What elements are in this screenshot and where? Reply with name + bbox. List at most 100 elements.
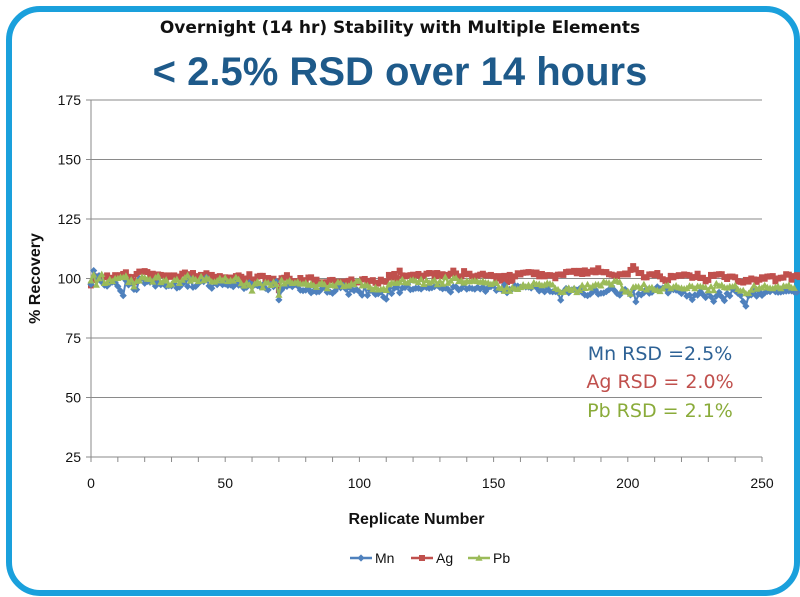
data-point-pb — [229, 277, 237, 284]
data-point-ag — [665, 277, 672, 284]
data-point-pb — [439, 280, 447, 287]
y-axis-label: % Recovery — [27, 233, 44, 324]
data-point-mn — [345, 290, 353, 299]
data-point-mn — [347, 285, 355, 293]
data-point-mn — [226, 281, 235, 289]
data-point-mn — [718, 293, 726, 301]
data-point-ag — [144, 269, 151, 276]
data-point-ag — [624, 271, 631, 278]
data-point-mn — [723, 289, 731, 298]
data-point-mn — [264, 286, 272, 294]
legend-item-ag: Ag — [411, 550, 453, 566]
data-point-mn — [119, 292, 127, 300]
data-point-ag — [788, 276, 795, 283]
data-point-pb — [583, 280, 592, 288]
legend: Mn Ag Pb — [350, 550, 510, 566]
data-point-ag — [576, 267, 583, 274]
data-point-mn — [382, 295, 390, 303]
data-point-mn — [715, 288, 723, 296]
data-point-ag — [595, 265, 602, 272]
data-point-pb — [350, 280, 358, 288]
data-point-mn — [632, 298, 640, 306]
data-point-ag — [654, 270, 661, 277]
data-point-mn — [441, 284, 449, 292]
x-tick-label: 150 — [482, 475, 506, 491]
data-point-mn — [277, 286, 286, 294]
data-point-mn — [275, 296, 283, 304]
data-point-mn — [699, 291, 707, 299]
data-point-mn — [535, 287, 543, 295]
data-point-ag — [769, 273, 776, 280]
data-point-mn — [334, 283, 342, 291]
data-point-pb — [750, 282, 758, 289]
axes: 25 50 75 100 125 150 175 0 50 100 150 200 250 Replica… — [27, 92, 774, 528]
data-point-ag — [393, 275, 400, 282]
data-point-mn — [307, 289, 315, 297]
data-point-pb — [747, 286, 755, 293]
data-point-pb — [626, 290, 635, 297]
data-point-pb — [608, 281, 616, 288]
data-point-pb — [616, 278, 624, 285]
data-point-mn — [787, 287, 796, 295]
data-point-pb — [492, 279, 500, 286]
data-point-mn — [310, 287, 318, 295]
x-axis-label: Replicate Number — [348, 511, 484, 528]
data-point-mn — [753, 292, 761, 300]
data-point-mn — [634, 290, 643, 298]
data-point-mn — [133, 286, 141, 294]
data-point-pb — [95, 274, 103, 282]
data-point-mn — [141, 279, 149, 287]
data-point-ag — [461, 268, 468, 275]
data-point-pb — [235, 275, 243, 283]
data-point-pb — [175, 279, 184, 287]
data-point-mn — [417, 285, 425, 293]
data-point-ag — [796, 274, 800, 281]
data-point-ag — [447, 270, 454, 277]
data-point-ag — [243, 275, 250, 282]
series-pb — [87, 270, 798, 298]
data-point-ag — [415, 270, 422, 277]
data-point-mn — [557, 296, 565, 304]
data-point-pb — [503, 283, 511, 291]
data-point-ag — [705, 276, 712, 283]
data-point-pb — [92, 281, 100, 288]
data-point-pb — [90, 271, 98, 278]
data-point-pb — [87, 277, 95, 284]
data-point-pb — [581, 284, 589, 292]
data-point-pb — [637, 284, 645, 292]
data-point-ag — [238, 273, 245, 280]
data-point-ag — [745, 278, 752, 285]
data-point-ag — [498, 277, 505, 284]
data-point-ag — [283, 272, 290, 279]
data-point-mn — [184, 282, 192, 290]
data-point-pb — [130, 282, 138, 290]
data-point-pb — [323, 284, 331, 292]
data-point-ag — [780, 274, 787, 281]
slide-frame — [6, 6, 800, 596]
data-point-mn — [645, 289, 653, 297]
data-point-mn — [736, 291, 745, 299]
annotation-ag-rsd: Ag RSD = 2.0% — [586, 371, 734, 393]
data-point-pb — [506, 287, 514, 294]
data-point-ag — [552, 275, 559, 282]
data-point-pb — [259, 283, 267, 291]
data-point-mn — [688, 296, 696, 304]
data-point-ag — [246, 271, 253, 278]
data-point-ag — [259, 272, 266, 279]
data-point-ag — [495, 273, 502, 280]
data-point-ag — [630, 263, 637, 270]
data-point-ag — [375, 280, 382, 287]
data-point-mn — [315, 287, 323, 296]
data-point-mn — [457, 284, 465, 293]
data-point-mn — [677, 289, 686, 298]
data-point-mn — [605, 286, 613, 294]
data-point-mn — [637, 291, 645, 299]
data-point-ag — [203, 270, 210, 277]
data-point-pb — [256, 279, 264, 287]
data-point-mn — [385, 284, 393, 293]
chart-title: Overnight (14 hr) Stability with Multipl… — [159, 18, 641, 38]
data-point-ag — [512, 273, 519, 280]
data-point-ag — [638, 270, 645, 277]
data-point-pb — [162, 276, 170, 283]
